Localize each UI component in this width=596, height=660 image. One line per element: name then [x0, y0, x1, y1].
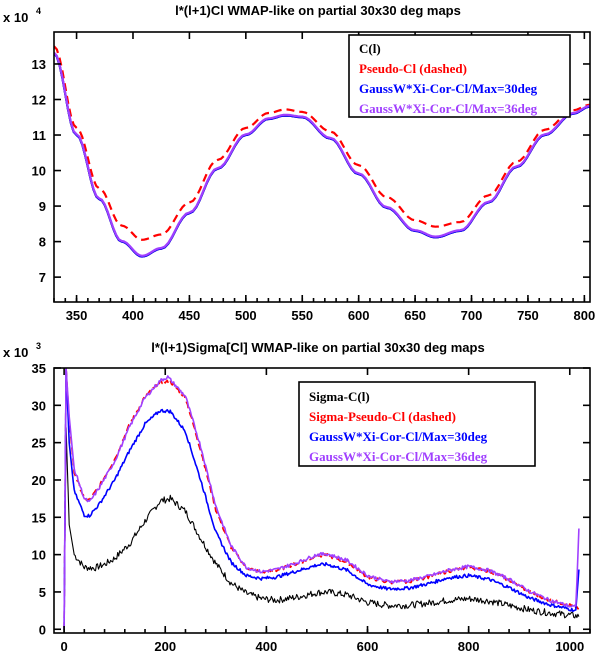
chart-1-legend-item: C(l) — [359, 41, 381, 56]
y-tick-label: 25 — [32, 436, 46, 451]
chart-2-series-line — [63, 368, 580, 630]
x-tick-label: 350 — [66, 308, 88, 323]
y-tick-label: 0 — [39, 622, 46, 637]
chart-2-legend-item: GaussW*Xi-Cor-Cl/Max=30deg — [309, 429, 488, 444]
y-tick-label: 12 — [32, 93, 46, 108]
chart-2-series-group — [63, 368, 580, 630]
chart-2-legend-item: Sigma-C(l) — [309, 389, 370, 404]
chart-2-legend-item: GaussW*Xi-Cor-Cl/Max=36deg — [309, 449, 488, 464]
x-tick-label: 550 — [291, 308, 313, 323]
x-tick-label: 400 — [256, 639, 278, 654]
chart-1-legend-box — [348, 34, 571, 118]
chart-1-legend: C(l) Pseudo-Cl (dashed) GaussW*Xi-Cor-Cl… — [348, 34, 571, 118]
x-tick-label: 800 — [574, 308, 596, 323]
x-tick-label: 0 — [60, 639, 67, 654]
chart-2-series-line — [63, 427, 580, 630]
x-tick-label: 200 — [154, 639, 176, 654]
y-tick-label: 13 — [32, 57, 46, 72]
x-tick-label: 600 — [348, 308, 370, 323]
chart-1-legend-item: GaussW*Xi-Cor-Cl/Max=36deg — [359, 101, 538, 116]
chart-2-series-line — [63, 368, 580, 630]
chart-1-series-group — [54, 45, 590, 258]
chart-2-frame — [53, 367, 591, 634]
chart-1-frame — [53, 31, 591, 303]
chart-2-legend-box — [298, 381, 536, 467]
y-tick-label: 20 — [32, 473, 46, 488]
y-tick-label: 9 — [39, 199, 46, 214]
chart-2-multiplier: x 10 — [3, 345, 28, 360]
chart-2-plot-area: 0 200 400 600 800 1000 0 5 10 15 20 25 30 35 — [32, 361, 591, 654]
y-tick-label: 11 — [32, 128, 46, 143]
chart-2-legend-item: Sigma-Pseudo-Cl (dashed) — [309, 409, 456, 424]
y-tick-label: 10 — [32, 164, 46, 179]
y-tick-label: 7 — [39, 270, 46, 285]
y-tick-label: 10 — [32, 548, 46, 563]
x-tick-label: 700 — [461, 308, 483, 323]
y-tick-label: 30 — [32, 398, 46, 413]
chart-1-multiplier: x 10 — [3, 10, 28, 25]
x-tick-label: 450 — [179, 308, 201, 323]
chart-1-legend-item: Pseudo-Cl (dashed) — [359, 61, 467, 76]
chart-2-title: l*(l+1)Sigma[Cl] WMAP-like on partial 30… — [151, 340, 484, 355]
chart-1-series-line — [54, 51, 590, 257]
x-tick-label: 400 — [122, 308, 144, 323]
chart-2-series-line — [63, 368, 580, 630]
chart-1-legend-item: GaussW*Xi-Cor-Cl/Max=30deg — [359, 81, 538, 96]
y-tick-label: 15 — [32, 510, 46, 525]
chart-1-plot-area: 350 400 450 500 550 600 650 700 750 800 7 8 9 10 11 12 1… — [32, 31, 596, 323]
y-tick-label: 5 — [39, 585, 46, 600]
chart-1-title: l*(l+1)Cl WMAP-like on partial 30x30 deg… — [175, 3, 461, 18]
chart-1-multiplier-exponent: 4 — [36, 6, 41, 16]
x-tick-label: 800 — [458, 639, 480, 654]
chart-2-legend: Sigma-C(l) Sigma-Pseudo-Cl (dashed) Gaus… — [298, 381, 536, 467]
y-tick-label: 8 — [39, 235, 46, 250]
x-tick-label: 1000 — [555, 639, 584, 654]
x-tick-label: 650 — [404, 308, 426, 323]
chart-2: l*(l+1)Sigma[Cl] WMAP-like on partial 30… — [3, 340, 591, 654]
x-tick-label: 750 — [517, 308, 539, 323]
y-tick-label: 35 — [32, 361, 46, 376]
chart-1: l*(l+1)Cl WMAP-like on partial 30x30 deg… — [3, 3, 595, 323]
x-tick-label: 500 — [235, 308, 257, 323]
chart-2-multiplier-exponent: 3 — [36, 341, 41, 351]
x-tick-label: 600 — [357, 639, 379, 654]
chart-1-series-line — [54, 45, 590, 241]
